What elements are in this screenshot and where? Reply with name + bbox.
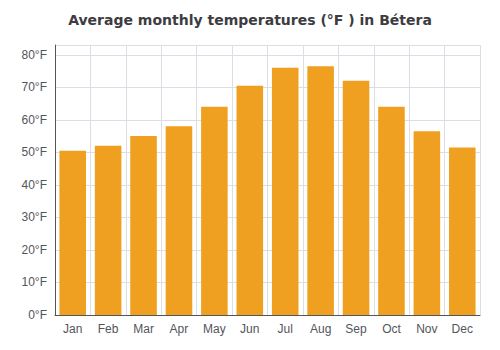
- svg-text:40°F: 40°F: [22, 178, 47, 192]
- svg-text:Mar: Mar: [133, 322, 154, 336]
- svg-text:0°F: 0°F: [28, 308, 47, 322]
- svg-text:Apr: Apr: [170, 322, 189, 336]
- svg-text:70°F: 70°F: [22, 80, 47, 94]
- svg-text:Jul: Jul: [278, 322, 293, 336]
- svg-text:60°F: 60°F: [22, 113, 47, 127]
- svg-text:Dec: Dec: [452, 322, 473, 336]
- svg-text:30°F: 30°F: [22, 210, 47, 224]
- svg-text:Nov: Nov: [416, 322, 437, 336]
- svg-text:Average monthly temperatures (: Average monthly temperatures (°F ) in Bé…: [68, 12, 432, 28]
- svg-text:Jun: Jun: [240, 322, 259, 336]
- svg-text:80°F: 80°F: [22, 48, 47, 62]
- svg-text:May: May: [203, 322, 226, 336]
- svg-text:10°F: 10°F: [22, 275, 47, 289]
- svg-text:Jan: Jan: [63, 322, 82, 336]
- svg-text:Feb: Feb: [98, 322, 119, 336]
- svg-text:Aug: Aug: [310, 322, 331, 336]
- svg-text:20°F: 20°F: [22, 243, 47, 257]
- svg-text:50°F: 50°F: [22, 145, 47, 159]
- svg-text:Sep: Sep: [345, 322, 367, 336]
- svg-text:Oct: Oct: [382, 322, 401, 336]
